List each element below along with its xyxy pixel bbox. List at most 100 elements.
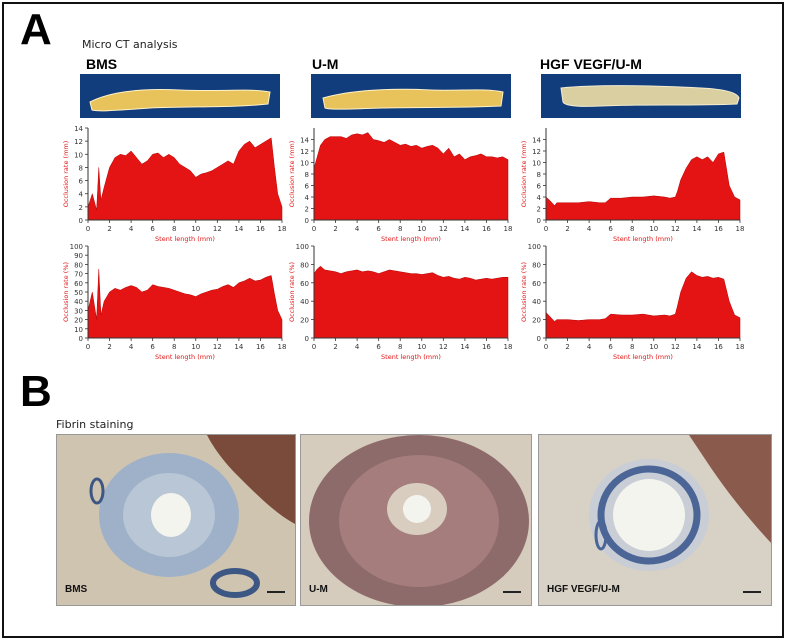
y-axis-label: Occlusion rate (mm) [288, 141, 296, 208]
x-tick-label: 4 [129, 225, 134, 233]
x-tick-label: 0 [86, 343, 90, 351]
x-tick-label: 4 [355, 225, 360, 233]
y-tick-label: 10 [74, 151, 83, 159]
area-series [313, 132, 509, 221]
x-tick-label: 4 [587, 225, 592, 233]
area-series [545, 271, 741, 339]
x-tick-label: 12 [439, 343, 448, 351]
x-tick-label: 0 [312, 225, 316, 233]
y-tick-label: 20 [300, 317, 309, 325]
y-tick-label: 100 [70, 243, 83, 251]
chart-bms-mm: 0 2 4 6 8 10 12 14 0 2 4 6 8 10 12 14 16 18 Stent length (… [62, 125, 287, 243]
x-tick-label: 16 [256, 225, 265, 233]
y-tick-label: 0 [305, 217, 309, 225]
x-tick-label: 6 [376, 343, 381, 351]
x-tick-label: 18 [504, 225, 513, 233]
x-axis-label: Stent length (mm) [381, 235, 441, 243]
y-tick-label: 6 [537, 183, 542, 191]
group-title-bms: BMS [86, 56, 118, 72]
x-tick-label: 14 [460, 225, 469, 233]
y-axis-label: Occlusion rate (mm) [520, 141, 528, 208]
stent-image-um [311, 74, 511, 118]
x-tick-label: 16 [482, 343, 491, 351]
x-tick-label: 14 [460, 343, 469, 351]
x-tick-label: 14 [234, 343, 243, 351]
x-tick-label: 18 [736, 225, 745, 233]
group-title-um: U-M [312, 56, 339, 72]
micrograph-bms: BMS [56, 434, 296, 606]
x-tick-label: 6 [376, 225, 381, 233]
x-tick-label: 18 [278, 343, 287, 351]
y-tick-label: 60 [74, 280, 83, 288]
y-axis-label: Occlusion rate (%) [520, 262, 528, 322]
y-tick-label: 2 [79, 204, 83, 212]
x-tick-label: 4 [129, 343, 134, 351]
y-tick-label: 80 [300, 261, 309, 269]
stent-image-bms [80, 74, 280, 118]
y-tick-label: 40 [532, 298, 541, 306]
x-tick-label: 8 [172, 225, 176, 233]
x-tick-label: 18 [504, 343, 513, 351]
x-tick-label: 8 [172, 343, 176, 351]
x-tick-label: 10 [649, 225, 658, 233]
x-tick-label: 16 [714, 343, 723, 351]
x-tick-label: 6 [150, 225, 155, 233]
y-tick-label: 6 [79, 178, 84, 186]
scale-bar [743, 591, 761, 593]
x-tick-label: 18 [278, 225, 287, 233]
micrograph-um: U-M [300, 434, 532, 606]
y-tick-label: 10 [300, 160, 309, 168]
x-tick-label: 14 [234, 225, 243, 233]
chart-hgf-pct: 0 20 40 60 80 100 0 2 4 6 8 10 12 14 16 18 Stent length … [520, 243, 745, 361]
y-tick-label: 2 [305, 206, 309, 214]
y-tick-label: 80 [74, 261, 83, 269]
area-series [87, 137, 283, 221]
x-tick-label: 6 [150, 343, 155, 351]
x-axis-label: Stent length (mm) [381, 353, 441, 361]
y-tick-label: 14 [74, 125, 83, 133]
y-tick-label: 12 [300, 148, 309, 156]
area-series [313, 265, 509, 339]
y-tick-label: 0 [79, 335, 83, 343]
y-tick-label: 2 [537, 206, 541, 214]
x-tick-label: 2 [565, 343, 569, 351]
y-tick-label: 60 [300, 280, 309, 288]
y-axis-label: Occlusion rate (%) [62, 262, 70, 322]
y-tick-label: 20 [74, 317, 83, 325]
micrograph-label-bms: BMS [65, 584, 88, 595]
y-tick-label: 12 [74, 138, 83, 146]
x-tick-label: 8 [398, 225, 402, 233]
x-tick-label: 10 [417, 343, 426, 351]
x-tick-label: 12 [671, 343, 680, 351]
scale-bar [503, 591, 521, 593]
x-tick-label: 2 [333, 343, 337, 351]
chart-hgf-mm: 0 2 4 6 8 10 12 14 0 2 4 6 8 10 12 14 16 18 Stent length (… [520, 128, 745, 243]
y-tick-label: 14 [300, 137, 309, 145]
y-tick-label: 80 [532, 261, 541, 269]
y-tick-label: 8 [305, 171, 309, 179]
x-tick-label: 4 [355, 343, 360, 351]
x-tick-label: 10 [417, 225, 426, 233]
panel-b-title: Fibrin staining [56, 418, 134, 431]
x-axis-label: Stent length (mm) [613, 353, 673, 361]
micrograph-label-hgf: HGF VEGF/U-M [547, 584, 620, 595]
x-tick-label: 16 [482, 225, 491, 233]
x-tick-label: 0 [312, 343, 316, 351]
x-tick-label: 0 [86, 225, 90, 233]
x-tick-label: 10 [191, 343, 200, 351]
y-tick-label: 10 [532, 160, 541, 168]
x-tick-label: 12 [213, 225, 222, 233]
y-tick-label: 14 [532, 137, 541, 145]
y-tick-label: 4 [79, 191, 84, 199]
scale-bar [267, 591, 285, 593]
x-tick-label: 16 [714, 225, 723, 233]
y-tick-label: 50 [74, 289, 83, 297]
stent-image-hgf [541, 74, 741, 118]
y-tick-label: 4 [305, 194, 310, 202]
x-axis-label: Stent length (mm) [155, 235, 215, 243]
group-title-hgf: HGF VEGF/U-M [540, 56, 642, 72]
y-tick-label: 70 [74, 271, 83, 279]
x-tick-label: 18 [736, 343, 745, 351]
x-tick-label: 2 [107, 225, 111, 233]
